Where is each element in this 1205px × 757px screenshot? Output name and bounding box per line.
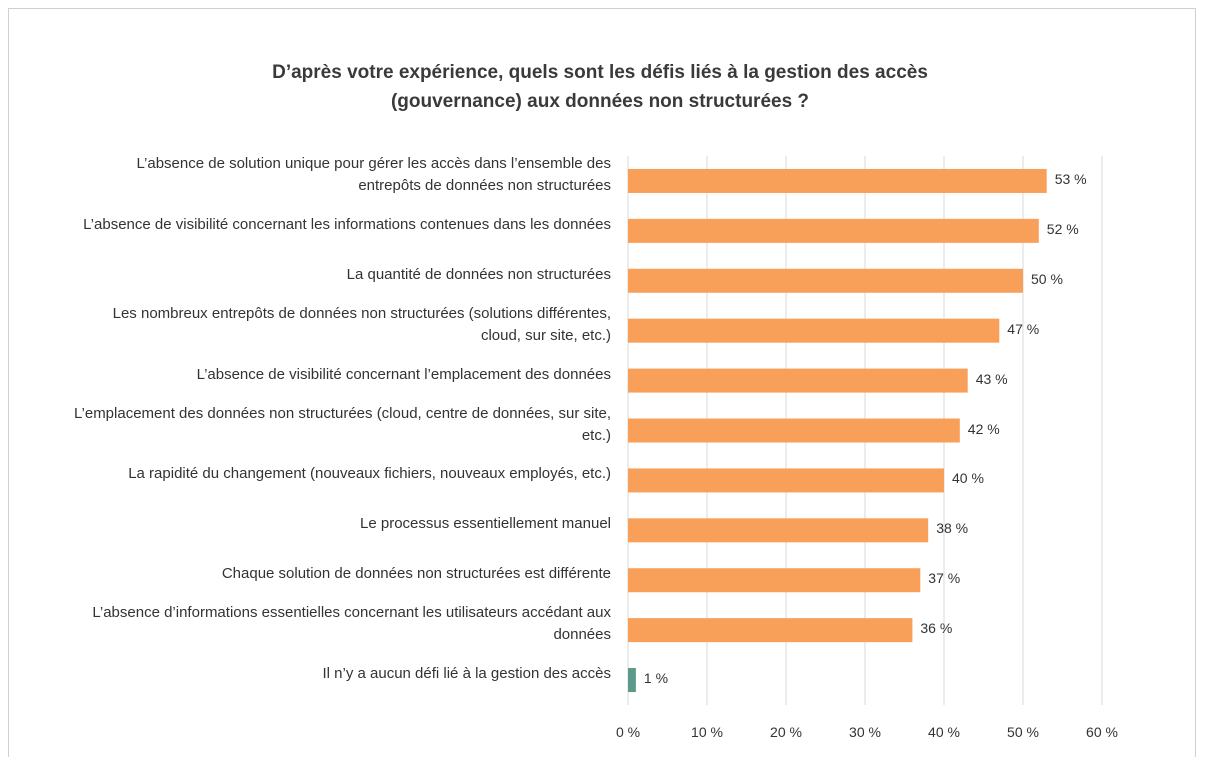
y-tick-label: L’emplacement des données non structurée… <box>74 404 611 444</box>
y-tick-label: L’absence d’informations essentielles co… <box>92 604 611 644</box>
bar <box>628 668 636 693</box>
bar <box>628 468 944 493</box>
x-tick-label: 0 % <box>615 724 641 740</box>
y-tick-label: Les nombreux entrepôts de données non st… <box>112 304 611 344</box>
bar <box>628 368 968 393</box>
y-tick-label: La quantité de données non structurées <box>346 265 611 283</box>
bar <box>628 618 913 643</box>
value-label: 52 % <box>1046 220 1079 237</box>
chart-title: D’après votre expérience, quels sont les… <box>272 62 928 112</box>
bar <box>628 518 929 543</box>
x-tick-label: 20 % <box>770 724 802 740</box>
bar <box>628 318 1000 343</box>
value-label: 1 % <box>643 670 669 687</box>
value-label: 37 % <box>928 570 961 587</box>
bar <box>628 168 1047 193</box>
x-tick-label: 50 % <box>1007 724 1039 740</box>
value-label: 40 % <box>952 470 984 487</box>
value-label: 36 % <box>920 620 953 637</box>
value-label: 50 % <box>1031 270 1063 287</box>
value-label: 47 % <box>1007 320 1040 337</box>
y-tick-label: Il n’y a aucun défi lié à la gestion des… <box>322 665 611 683</box>
y-tick-label: L’absence de visibilité concernant l’emp… <box>196 365 611 383</box>
bar <box>628 418 960 443</box>
bar <box>628 568 921 593</box>
value-label: 42 % <box>967 420 1000 437</box>
x-tick-label: 30 % <box>849 724 881 740</box>
x-tick-label: 10 % <box>691 724 723 740</box>
bar <box>628 218 1039 243</box>
y-tick-label: La rapidité du changement (nouveaux fich… <box>128 465 611 483</box>
value-label: 43 % <box>975 370 1008 387</box>
y-tick-label: L’absence de solution unique pour gérer … <box>136 154 611 194</box>
y-tick-label: L’absence de visibilité concernant les i… <box>83 215 611 233</box>
value-label: 53 % <box>1054 170 1087 187</box>
chart-frame <box>8 8 1196 757</box>
y-tick-label: Chaque solution de données non structuré… <box>221 565 611 583</box>
x-tick-label: 40 % <box>928 724 960 740</box>
x-tick-label: 60 % <box>1086 724 1118 740</box>
y-tick-label: Le processus essentiellement manuel <box>360 515 611 533</box>
value-label: 38 % <box>936 520 969 537</box>
bar <box>628 268 1023 293</box>
